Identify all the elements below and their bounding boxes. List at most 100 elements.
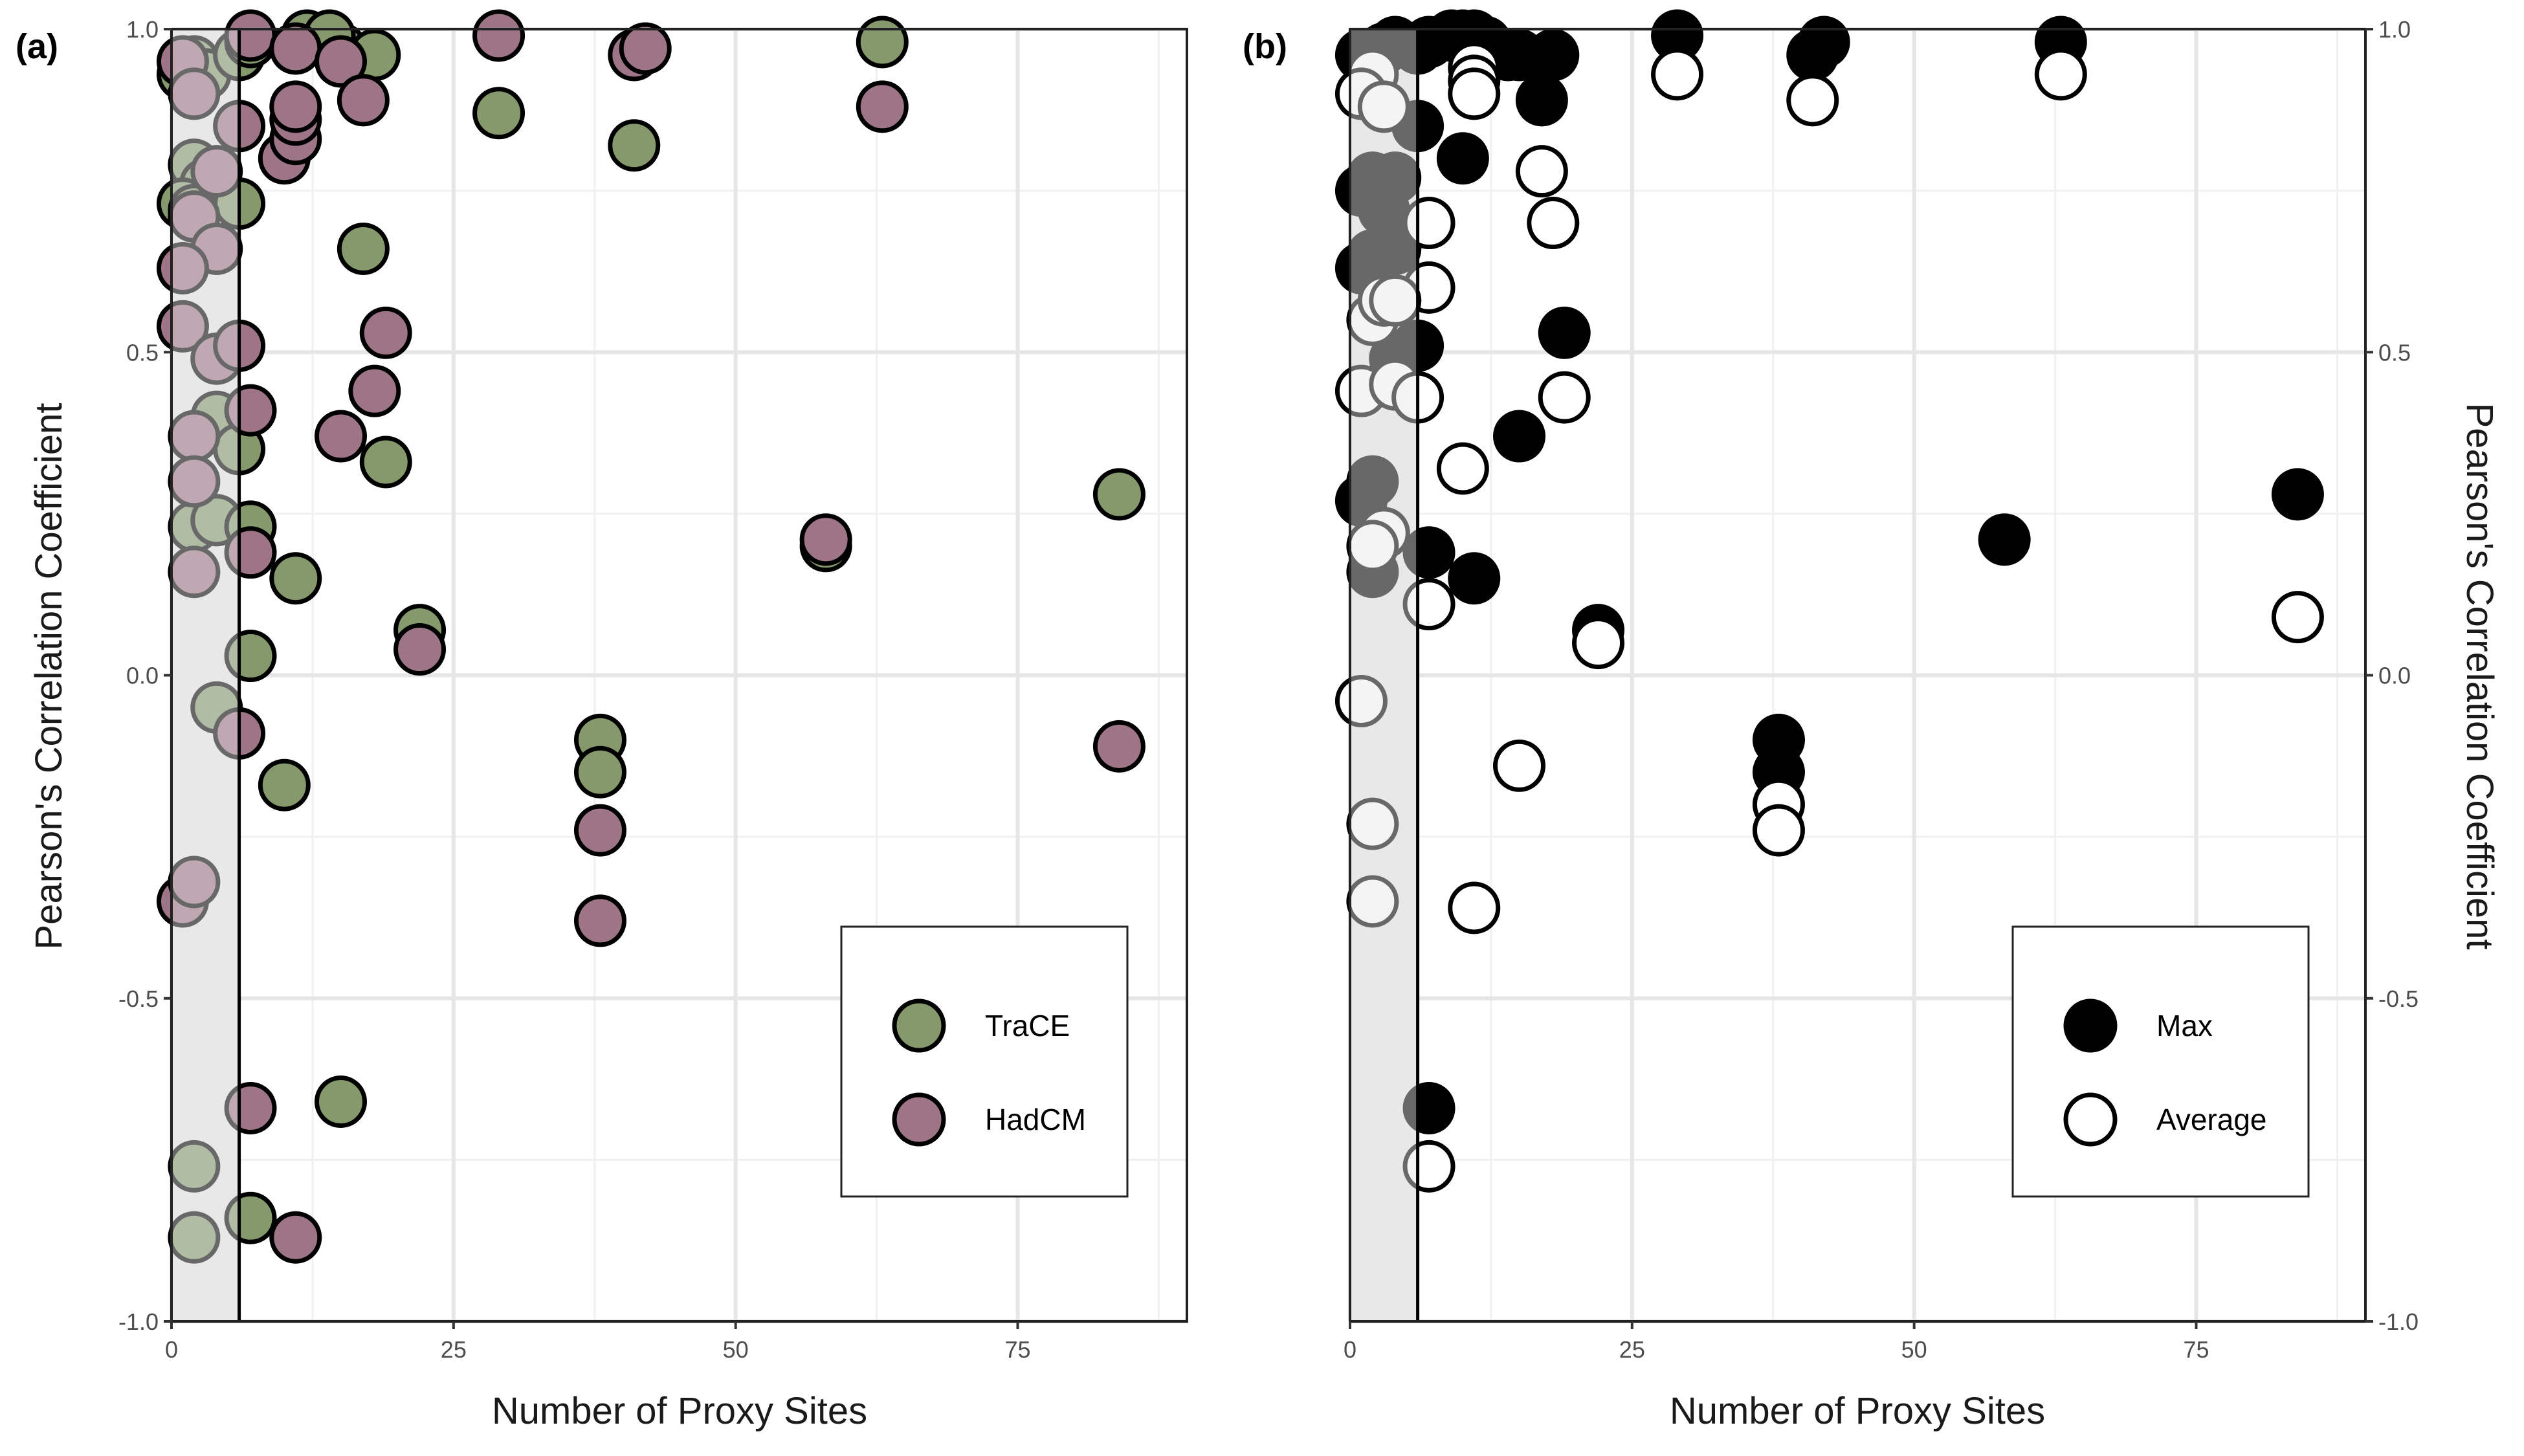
panel-a-x-tick-label: 25 bbox=[441, 1336, 467, 1363]
panel-b-point-max bbox=[1978, 513, 2031, 566]
panel-b-point-average bbox=[1448, 881, 1501, 934]
panel-b-legend-key-average bbox=[2063, 1092, 2118, 1147]
panel-a-x-axis-title: Number of Proxy Sites bbox=[492, 1390, 867, 1432]
panel-a-legend: TraCE HadCM bbox=[840, 925, 1129, 1198]
panel-b-point-average bbox=[1572, 617, 1625, 670]
panel-b-point-average bbox=[1346, 520, 1399, 573]
panel-a-point-trace bbox=[168, 1211, 221, 1264]
panel-b-point-average bbox=[2034, 48, 2087, 101]
panel-b-overlay bbox=[1349, 28, 2367, 1323]
panel-b-legend-label-average: Average bbox=[2156, 1103, 2267, 1136]
panel-b-point-average bbox=[1493, 739, 1545, 792]
panel-b-x-tick-label: 50 bbox=[1901, 1336, 1927, 1363]
panel-a-point-hadcm bbox=[168, 855, 221, 909]
panel-a-y-tick-label: 0.5 bbox=[126, 339, 159, 366]
panel-b-tag: (b) bbox=[1243, 27, 1287, 66]
panel-a-y-tick-label: -0.5 bbox=[118, 986, 159, 1012]
panel-b-y-tick-label: -0.5 bbox=[2378, 986, 2419, 1012]
panel-a-point-hadcm bbox=[337, 74, 390, 127]
panel-a-point-hadcm bbox=[393, 623, 447, 676]
panel-b-y-tick-label: -1.0 bbox=[2378, 1308, 2419, 1335]
panel-b-shaded-overlay bbox=[1350, 29, 1418, 1321]
panel-b-point-average bbox=[1346, 875, 1399, 928]
panel-a-shaded-overlay bbox=[172, 29, 239, 1321]
panel-b-point-max bbox=[1493, 410, 1545, 463]
panel-a-point-hadcm bbox=[856, 80, 909, 133]
panel-a-point-hadcm bbox=[472, 9, 526, 62]
panel-b-point-average bbox=[1346, 797, 1399, 850]
panel-b-legend-label-max: Max bbox=[2156, 1009, 2213, 1042]
panel-a-point-trace bbox=[472, 87, 526, 140]
panel-a-point-hadcm bbox=[315, 35, 367, 88]
panel-b-point-average bbox=[1786, 74, 1839, 127]
panel-a-y-axis-title: Pearson's Correlation Coefficient bbox=[28, 403, 70, 950]
panel-b-y-tick-label: 0.5 bbox=[2378, 339, 2411, 366]
panel-b-point-max bbox=[1436, 132, 1489, 185]
panel-b-point-max bbox=[1527, 28, 1580, 82]
panel-a-point-hadcm bbox=[168, 455, 221, 508]
panel-a-point-trace bbox=[258, 758, 311, 811]
panel-b-point-average bbox=[2271, 591, 2324, 644]
panel-a-point-hadcm bbox=[269, 80, 322, 133]
panel-b-point-average bbox=[1538, 371, 1591, 424]
panel-a-legend-label-hadcm: HadCM bbox=[985, 1103, 1086, 1136]
panel-a-point-trace bbox=[315, 1075, 367, 1129]
panel-a-point-trace bbox=[608, 119, 661, 172]
panel-b-point-average bbox=[1436, 442, 1489, 495]
panel-b-point-average bbox=[1515, 145, 1568, 198]
panel-b-point-average bbox=[1448, 67, 1501, 120]
panel-b-legend-key-max bbox=[2063, 998, 2118, 1053]
panel-a-x-tick-label: 50 bbox=[723, 1336, 749, 1363]
panel-a-point-hadcm bbox=[168, 546, 221, 599]
panel-a-legend-label-trace: TraCE bbox=[985, 1009, 1070, 1042]
panel-b-ticks: 0 25 50 75 -1.0 -0.5 0.0 0.5 1.0 bbox=[1344, 16, 2419, 1363]
panel-a-point-trace bbox=[573, 745, 626, 799]
panel-a-point-hadcm bbox=[619, 22, 672, 75]
panel-a-point-trace bbox=[856, 16, 909, 69]
panel-a-ticks: 0 25 50 75 -1.0 -0.5 0.0 0.5 1.0 bbox=[118, 16, 1031, 1363]
panel-b-y-tick-label: 1.0 bbox=[2378, 16, 2411, 43]
panel-b-y-tick-label: 0.0 bbox=[2378, 663, 2411, 689]
panel-a-point-hadcm bbox=[573, 894, 626, 947]
panel-a-point-hadcm bbox=[269, 22, 322, 75]
panel-a-y-tick-label: -1.0 bbox=[118, 1308, 159, 1335]
panel-a-x-tick-label: 75 bbox=[1004, 1336, 1030, 1363]
panel-a-point-hadcm bbox=[799, 513, 852, 566]
panel-b-x-tick-label: 75 bbox=[2183, 1336, 2209, 1363]
panel-a-point-hadcm bbox=[168, 67, 221, 120]
panel-b-point-max bbox=[1448, 552, 1501, 605]
panel-b-legend-box bbox=[2011, 925, 2310, 1198]
panel-a-point-trace bbox=[337, 222, 390, 275]
panel-a-point-hadcm bbox=[269, 1211, 322, 1264]
panel-b-point-max bbox=[2271, 468, 2324, 521]
panel-a-point-hadcm bbox=[359, 306, 412, 359]
panel-b-x-tick-label: 25 bbox=[1619, 1336, 1645, 1363]
panel-a-point-hadcm bbox=[573, 804, 626, 857]
panel-a-point-hadcm bbox=[315, 410, 367, 463]
panel-a-y-tick-label: 0.0 bbox=[126, 663, 159, 689]
panel-b-point-max bbox=[1797, 16, 1850, 69]
panel-b-legend: Max Average bbox=[2011, 925, 2310, 1198]
panel-b-point-average bbox=[1527, 197, 1580, 250]
panel-b-point-average bbox=[1752, 804, 1805, 857]
panel-b-point-max bbox=[1515, 74, 1568, 127]
panel-a-tag: (a) bbox=[16, 27, 58, 66]
panel-a-point-trace bbox=[359, 436, 412, 489]
panel-b-point-average bbox=[1651, 48, 1704, 101]
panel-a-point-hadcm bbox=[1092, 720, 1146, 773]
panel-a-y-tick-label: 1.0 bbox=[126, 16, 159, 43]
panel-b-x-axis-title: Number of Proxy Sites bbox=[1670, 1390, 2045, 1432]
panel-b-y-axis-title: Pearson's Correlation Coefficient bbox=[2459, 403, 2501, 950]
panel-b-point-max bbox=[1538, 306, 1591, 359]
panel-b-point-average bbox=[1357, 80, 1410, 133]
panel-a-legend-box bbox=[840, 925, 1129, 1198]
panel-b-x-tick-label: 0 bbox=[1344, 1336, 1356, 1363]
panel-a-point-trace bbox=[1092, 468, 1146, 521]
panel-a-x-tick-label: 0 bbox=[165, 1336, 178, 1363]
panel-a-point-trace bbox=[269, 552, 322, 605]
panel-a-legend-key-trace bbox=[892, 998, 946, 1053]
panel-a-legend-key-hadcm bbox=[892, 1092, 946, 1147]
